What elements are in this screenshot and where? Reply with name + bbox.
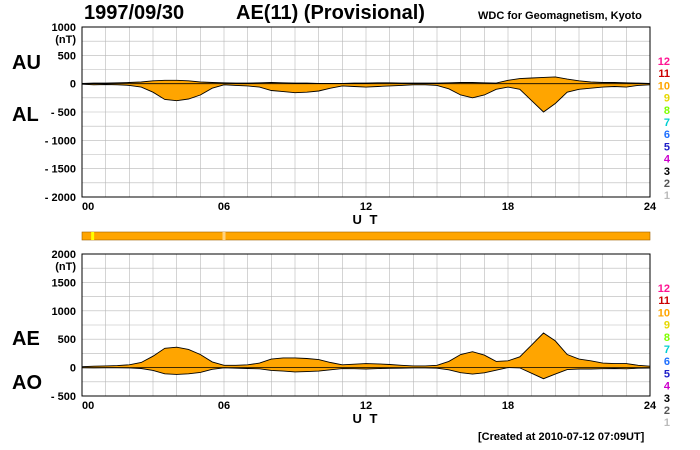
plot-frame-ae-ao [81, 253, 651, 397]
creation-timestamp: [Created at 2010-07-12 07:09UT] [478, 431, 645, 443]
station-legend-label: 9 [664, 93, 670, 105]
x-tick-label: 18 [502, 400, 514, 412]
station-legend-label: 4 [664, 154, 671, 166]
y-tick-label: - 500 [51, 391, 76, 403]
station-legend-label: 1 [664, 417, 670, 429]
y-tick-label: 0 [70, 363, 76, 375]
panel-label-ao: AO [12, 372, 42, 394]
station-legend-label: 11 [658, 68, 670, 80]
y-unit-label: (nT) [55, 34, 76, 46]
x-tick-label: 12 [360, 400, 372, 412]
x-tick-label: 18 [502, 201, 514, 213]
station-legend-label: 5 [664, 368, 670, 380]
y-tick-label: - 1000 [45, 135, 76, 147]
activity-strip-mark [222, 232, 226, 240]
plot-frame-au-al [81, 26, 651, 198]
station-legend-label: 8 [664, 332, 670, 344]
station-legend-label: 5 [664, 141, 670, 153]
x-tick-label: 24 [644, 201, 657, 213]
chart-date-title: 1997/09/30 [84, 2, 185, 24]
station-legend-label: 7 [664, 117, 670, 129]
series-line-au [81, 76, 651, 84]
data-source-label: WDC for Geomagnetism, Kyoto [478, 10, 642, 22]
station-legend-label: 2 [664, 178, 670, 190]
y-tick-label: - 2000 [45, 192, 76, 204]
station-legend-label: 7 [664, 344, 670, 356]
series-line-ao [81, 367, 651, 380]
activity-strip-bar [81, 231, 651, 241]
panel-label-au: AU [12, 52, 41, 74]
panel-label-al: AL [12, 104, 39, 126]
y-tick-label: 0 [70, 79, 76, 91]
y-tick-label: 500 [58, 334, 76, 346]
y-tick-label: - 500 [51, 107, 76, 119]
x-tick-label: 24 [644, 400, 657, 412]
x-tick-label: 06 [218, 201, 230, 213]
chart-index-title: AE(11) (Provisional) [236, 2, 425, 24]
series-line-ae [81, 332, 651, 368]
station-legend-label: 2 [664, 405, 670, 417]
x-axis-label: U T [353, 212, 380, 227]
station-legend-label: 4 [664, 381, 671, 393]
series-line-al [81, 83, 651, 113]
station-legend-label: 6 [664, 129, 670, 141]
y-tick-label: 1000 [52, 22, 76, 34]
station-legend-label: 10 [658, 307, 670, 319]
activity-strip-mark [91, 232, 95, 240]
station-legend-label: 6 [664, 356, 670, 368]
x-tick-label: 12 [360, 201, 372, 213]
station-legend-label: 11 [658, 295, 670, 307]
y-tick-label: 500 [58, 50, 76, 62]
y-tick-label: 1000 [52, 306, 76, 318]
station-legend-label: 12 [658, 283, 670, 295]
y-tick-label: 2000 [52, 249, 76, 261]
station-legend-label: 3 [664, 393, 670, 405]
envelope-fill-au-al [82, 76, 650, 112]
y-tick-label: - 1500 [45, 164, 76, 176]
x-axis-label: U T [353, 411, 380, 426]
station-legend-label: 8 [664, 105, 670, 117]
station-legend-label: 12 [658, 56, 670, 68]
y-tick-label: 1500 [52, 277, 76, 289]
station-legend-label: 1 [664, 190, 670, 202]
x-tick-label: 00 [82, 400, 94, 412]
station-legend-label: 3 [664, 166, 670, 178]
station-legend-label: 10 [658, 80, 670, 92]
y-unit-label: (nT) [55, 261, 76, 273]
panel-label-ae: AE [12, 328, 40, 350]
x-tick-label: 06 [218, 400, 230, 412]
station-legend-label: 9 [664, 320, 670, 332]
x-tick-label: 00 [82, 201, 94, 213]
